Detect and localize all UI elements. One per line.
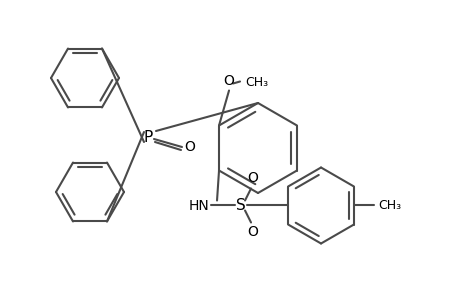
Text: CH₃: CH₃ [245,76,268,89]
Text: O: O [223,74,234,88]
Text: CH₃: CH₃ [377,199,400,212]
Text: O: O [184,140,195,154]
Text: O: O [247,172,258,185]
Text: S: S [235,198,246,213]
Text: P: P [143,130,152,145]
Text: O: O [247,226,258,239]
Text: HN: HN [188,199,208,212]
